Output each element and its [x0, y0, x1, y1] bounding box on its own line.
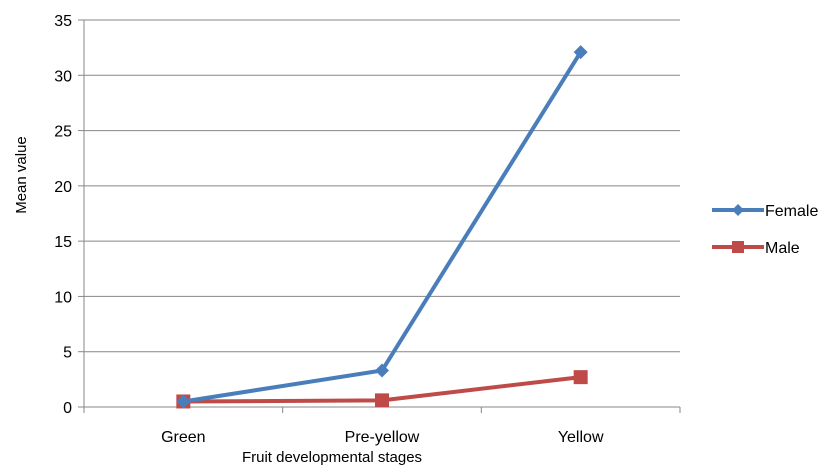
y-tick-label: 25 [54, 124, 72, 141]
y-tick-label: 35 [54, 13, 72, 30]
legend-marker-male [732, 241, 744, 253]
y-tick-label: 30 [54, 68, 72, 85]
x-tick-label: Yellow [558, 429, 604, 446]
y-tick-label: 10 [54, 289, 72, 306]
data-point-male [573, 370, 588, 385]
gridlines [84, 19, 680, 353]
y-tick-label: 5 [63, 345, 72, 362]
y-tick-label: 15 [54, 234, 72, 251]
legend: Female Male [712, 203, 818, 257]
data-point-female [176, 394, 191, 409]
x-tick-label: Green [161, 429, 205, 446]
y-tick-label: 0 [63, 400, 72, 417]
y-tick-labels: 0 5 10 15 20 25 30 35 [54, 13, 72, 417]
axes [78, 19, 681, 413]
series-line-female [183, 51, 583, 404]
data-point-male [375, 393, 389, 408]
legend-marker-female [732, 204, 744, 216]
y-axis-title: Mean value [13, 136, 30, 214]
x-tick-label: Pre-yellow [345, 429, 420, 446]
data-point-female [375, 363, 389, 378]
legend-label: Male [765, 240, 800, 257]
y-tick-label: 20 [54, 179, 72, 196]
data-point-female [573, 45, 588, 60]
series-lines [176, 45, 588, 409]
legend-label: Female [765, 203, 818, 220]
x-axis-title: Fruit developmental stages [242, 449, 422, 466]
x-tick-labels: Green Pre-yellow Yellow [161, 429, 604, 446]
